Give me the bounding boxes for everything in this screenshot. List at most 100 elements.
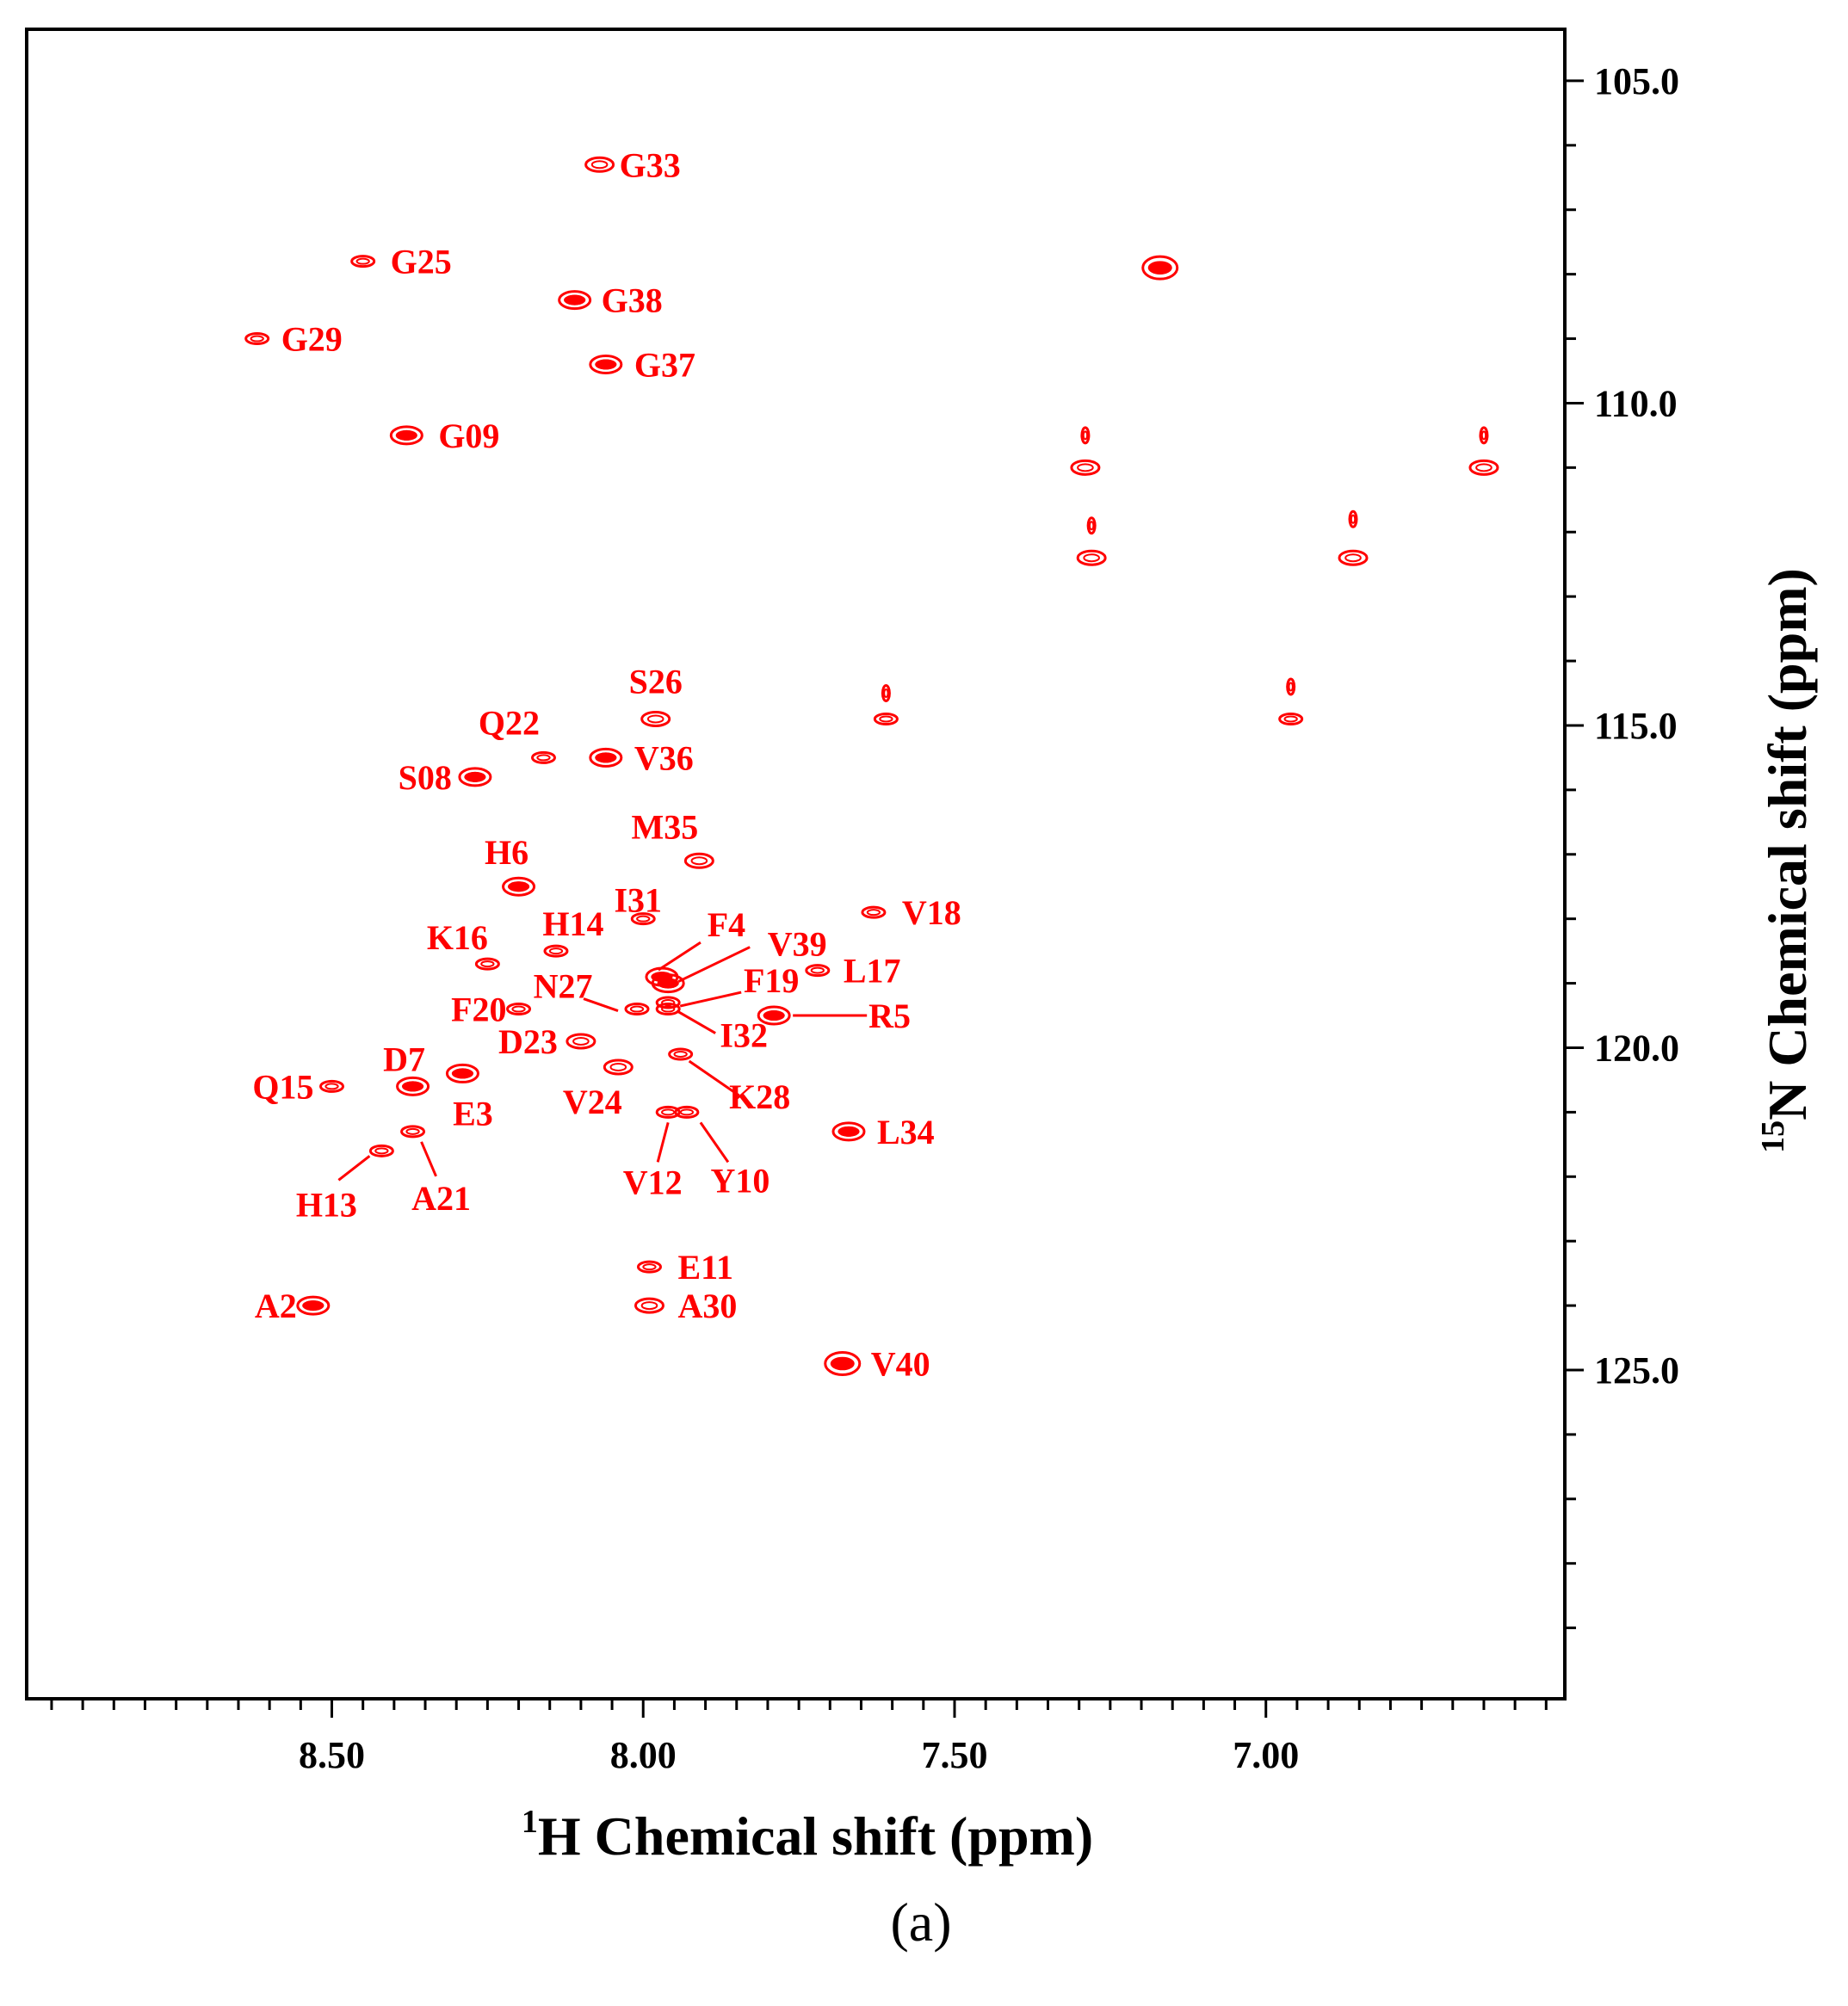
leader-line-k28	[688, 1059, 740, 1097]
peak-contour-outer	[1278, 712, 1304, 725]
peak-label-s08: S08	[399, 758, 452, 797]
peak-label-g29: G29	[281, 320, 343, 359]
peak-contour-inner	[250, 335, 264, 343]
leader-line-f19	[679, 991, 742, 1008]
peak-contour-outer	[634, 1297, 664, 1314]
peak-v12	[655, 1105, 681, 1119]
plot-frame	[25, 28, 1567, 1700]
peak-contour-outer	[1479, 426, 1489, 445]
peak-label-a30: A30	[677, 1287, 737, 1325]
peak-contour-outer	[831, 1121, 866, 1142]
peak-contour-inner	[1083, 553, 1100, 563]
peak-contour-core	[507, 881, 530, 892]
peak-contour-core	[401, 1081, 424, 1092]
peak-contour-outer	[319, 1079, 345, 1093]
peak-label-g38: G38	[602, 281, 663, 320]
unassigned-peak	[873, 712, 899, 725]
peak-contour-inner	[1283, 715, 1298, 723]
peak-s08	[458, 767, 492, 787]
peak-contour-inner	[572, 1036, 590, 1046]
peak-contour-inner	[810, 966, 825, 974]
x-axis-title-superscript: 1	[522, 1804, 538, 1840]
peak-l34	[831, 1121, 866, 1142]
unassigned-peak	[1338, 549, 1369, 566]
peak-contour-outer	[1076, 549, 1107, 566]
peak-contour-outer	[474, 957, 500, 971]
y-axis-title-text: N Chemical shift (ppm)	[1757, 568, 1818, 1120]
peak-h6	[502, 876, 536, 897]
y-tick-label: 110.0	[1594, 382, 1678, 424]
peak-q22	[530, 750, 556, 764]
peak-contour-outer	[624, 1003, 650, 1016]
peak-contour-inner	[324, 1083, 339, 1090]
peak-markers	[244, 156, 1499, 1377]
peak-contour-inner	[879, 715, 893, 723]
peak-label-f4: F4	[708, 905, 745, 944]
peak-label-g25: G25	[391, 243, 452, 281]
x-tick-label: 8.00	[610, 1734, 677, 1776]
leader-line-a21	[420, 1141, 437, 1177]
peak-v24	[603, 1059, 634, 1076]
peak-contour-inner	[480, 960, 495, 968]
label-leader-lines	[337, 941, 868, 1182]
peak-contour-inner	[1288, 682, 1294, 692]
unassigned-peak	[1080, 426, 1091, 445]
peak-label-i31: I31	[614, 881, 662, 920]
peak-label-g37: G37	[634, 345, 695, 384]
peak-contour-outer	[683, 852, 714, 869]
peak-d23	[566, 1033, 596, 1050]
peak-i31	[630, 912, 656, 926]
unassigned-peak	[1348, 509, 1358, 528]
peak-contour-core	[302, 1300, 324, 1312]
peak-label-f19: F19	[744, 961, 799, 1000]
leader-line-n27	[583, 997, 619, 1012]
peak-contour-inner	[883, 688, 889, 699]
peak-contour-outer	[1286, 677, 1296, 696]
x-tick-label: 7.50	[921, 1734, 987, 1776]
peak-contour-inner	[590, 160, 609, 170]
peak-contour-outer	[445, 1063, 479, 1083]
peak-contour-outer	[389, 425, 423, 446]
peak-a30	[634, 1297, 664, 1314]
peak-h13	[368, 1144, 394, 1157]
peak-contour-inner	[355, 257, 370, 265]
peak-contour-inner	[609, 1062, 627, 1071]
peak-label-a2: A2	[255, 1287, 297, 1325]
peak-label-n27: N27	[534, 967, 593, 1006]
peak-contour-inner	[629, 1005, 645, 1013]
peak-k16	[474, 957, 500, 971]
peak-contour-inner	[1350, 514, 1357, 524]
peak-contour-outer	[368, 1144, 394, 1157]
unassigned-peak	[1479, 426, 1489, 445]
y-axis-title: 15N Chemical shift (ppm)	[1755, 568, 1818, 1153]
unassigned-peak	[1070, 459, 1101, 476]
peak-contour-outer	[350, 255, 376, 268]
peak-label-l34: L34	[877, 1113, 935, 1151]
peak-label-g09: G09	[438, 417, 499, 455]
peak-label-k28: K28	[729, 1077, 790, 1116]
peak-contour-core	[395, 429, 417, 441]
peak-label-a21: A21	[411, 1179, 471, 1218]
x-tick-label: 8.50	[299, 1734, 365, 1776]
peak-contour-inner	[640, 1301, 658, 1311]
peak-f20	[506, 1003, 532, 1016]
peak-label-h14: H14	[542, 904, 603, 943]
peak-contour-core	[595, 359, 617, 370]
peak-contour-outer	[400, 1125, 426, 1139]
peak-contour-outer	[244, 332, 270, 346]
peak-label-d7: D7	[383, 1040, 425, 1078]
y-tick-label: 120.0	[1594, 1027, 1679, 1069]
peak-contour-outer	[668, 1047, 694, 1061]
peak-contour-core	[763, 1010, 785, 1022]
peak-contour-inner	[405, 1127, 420, 1135]
peak-contour-outer	[530, 750, 556, 764]
peak-l17	[805, 964, 831, 978]
peak-label-d23: D23	[498, 1022, 558, 1061]
peak-contour-inner	[1088, 521, 1095, 531]
peak-contour-outer	[881, 684, 891, 703]
peak-contour-inner	[642, 1263, 657, 1271]
peak-e3	[445, 1063, 479, 1083]
peak-contour-outer	[589, 747, 623, 768]
peak-k28	[668, 1047, 694, 1061]
peak-g37	[589, 354, 623, 374]
